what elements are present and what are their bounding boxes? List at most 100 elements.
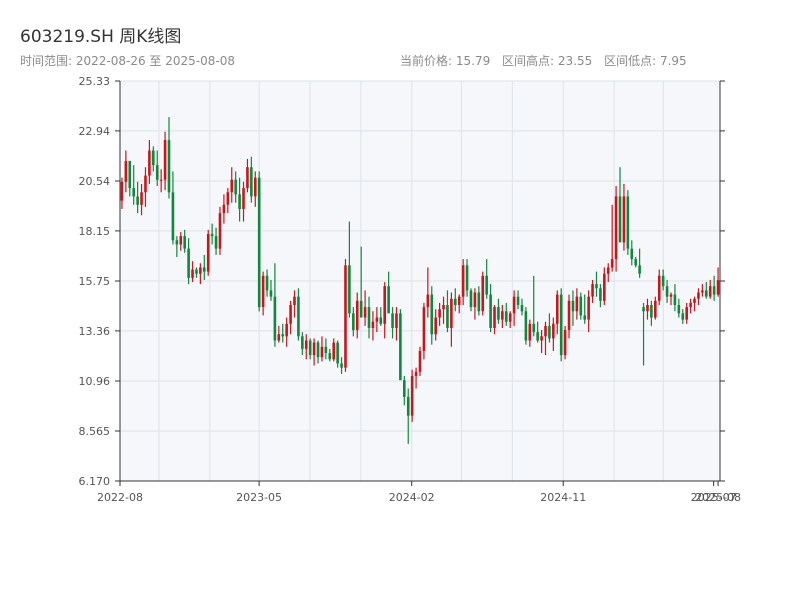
candle-body — [650, 305, 653, 318]
candle-body — [418, 350, 422, 372]
candle-body — [681, 313, 685, 320]
candle-body — [661, 275, 665, 287]
candle-body — [512, 296, 516, 314]
candle-body — [461, 265, 465, 297]
candle-body — [152, 150, 155, 166]
candle-body — [638, 265, 641, 274]
candle-body — [603, 273, 606, 301]
candle-body — [610, 259, 614, 268]
candle-body — [579, 296, 583, 316]
candle-body — [359, 300, 363, 318]
candle-body — [450, 298, 453, 328]
candle-body — [195, 269, 198, 274]
candle-body — [559, 294, 563, 356]
x-tick-label: 2024-11 — [540, 491, 586, 504]
candle-body — [465, 265, 469, 291]
candle-body — [363, 307, 367, 318]
y-tick-label: 10.96 — [79, 375, 111, 388]
candle-body — [179, 236, 183, 245]
date-range-text: 时间范围: 2022-08-26 至 2025-08-08 — [20, 54, 235, 68]
candle-body — [383, 286, 387, 324]
candle-body — [552, 323, 555, 339]
candle-body — [265, 275, 269, 291]
candle-body — [622, 196, 626, 243]
candle-body — [293, 296, 296, 306]
candle-body — [250, 167, 253, 197]
candle-body — [410, 375, 414, 416]
y-tick-label: 13.36 — [79, 325, 111, 338]
y-tick-label: 8.565 — [79, 425, 111, 438]
range-high-text: 区间高点: 23.55 — [502, 54, 593, 68]
x-tick-label: 2023-05 — [236, 491, 282, 504]
x-tick-label: 2025-08 — [695, 491, 741, 504]
candle-body — [587, 296, 590, 320]
candle-body — [704, 290, 708, 297]
candle-body — [144, 175, 147, 193]
candle-body — [442, 305, 445, 310]
candle-body — [210, 234, 214, 237]
candle-body — [591, 284, 594, 297]
candle-body — [685, 307, 688, 320]
candle-body — [614, 196, 618, 260]
candle-body — [171, 192, 175, 241]
candle-body — [493, 307, 496, 328]
candle-body — [536, 332, 539, 341]
candle-body — [469, 290, 473, 308]
y-tick-label: 25.33 — [79, 75, 111, 88]
candle-body — [124, 160, 128, 182]
candle-body — [261, 275, 265, 308]
candle-body — [453, 298, 457, 306]
candle-body — [312, 342, 316, 356]
y-tick-label: 15.75 — [79, 275, 111, 288]
y-tick-label: 22.94 — [79, 125, 111, 138]
candle-body — [167, 140, 171, 193]
candle-body — [348, 265, 351, 314]
candle-body — [642, 307, 645, 312]
candle-body — [708, 286, 712, 297]
candle-body — [634, 259, 638, 266]
candle-body — [701, 290, 704, 293]
candle-body — [501, 311, 504, 320]
candle-body — [677, 305, 681, 314]
candle-body — [285, 323, 288, 337]
candle-body — [532, 323, 536, 333]
candle-body — [316, 342, 320, 358]
candle-body — [387, 286, 390, 314]
candle-body — [626, 196, 630, 249]
candle-body — [563, 330, 567, 356]
candle-body — [673, 294, 677, 306]
candle-body — [548, 325, 551, 339]
candle-body — [352, 313, 355, 331]
candle-body — [289, 305, 292, 324]
candle-body — [238, 194, 241, 209]
candle-body — [367, 307, 371, 328]
candle-body — [712, 286, 716, 295]
candle-body — [606, 267, 610, 274]
candle-body — [430, 294, 434, 335]
candle-body — [457, 296, 461, 306]
candle-body — [504, 311, 508, 322]
candle-body — [528, 323, 532, 341]
candle-body — [583, 315, 587, 320]
price-stats: 当前价格: 15.79 区间高点: 23.55 区间低点: 7.95 — [400, 52, 695, 69]
candle-body — [489, 294, 492, 328]
candle-body — [253, 177, 257, 197]
candle-body — [618, 196, 622, 243]
candle-body — [406, 396, 410, 416]
candle-body — [395, 313, 398, 328]
chart-title: 603219.SH 周K线图 — [20, 27, 182, 47]
candle-body — [657, 275, 661, 301]
candle-body — [277, 334, 281, 341]
candle-body — [132, 188, 136, 197]
candle-body — [595, 284, 598, 289]
candle-body — [308, 340, 312, 356]
candle-body — [403, 380, 406, 397]
candle-body — [646, 305, 649, 312]
candle-body — [516, 296, 520, 306]
candle-body — [191, 269, 194, 278]
candle-body — [544, 325, 547, 337]
candle-body — [340, 363, 343, 368]
candle-body — [187, 248, 190, 278]
candle-body — [304, 340, 308, 349]
candle-body — [355, 300, 359, 331]
